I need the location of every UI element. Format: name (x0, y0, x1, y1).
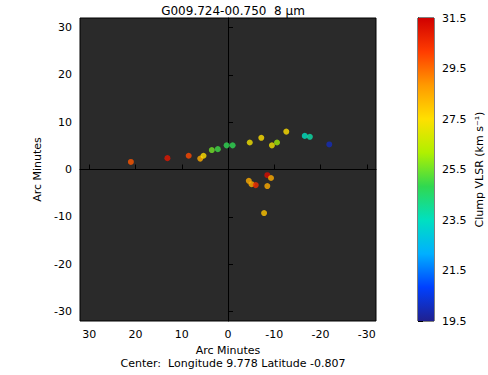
svg-text:10: 10 (58, 116, 72, 129)
svg-text:-10: -10 (54, 210, 72, 223)
svg-text:Arc Minutes: Arc Minutes (196, 344, 261, 357)
svg-text:G009.724-00.750 8 µm: G009.724-00.750 8 µm (161, 4, 305, 18)
svg-text:20: 20 (58, 68, 72, 81)
svg-text:21.5: 21.5 (442, 264, 467, 277)
svg-text:30: 30 (58, 21, 72, 34)
svg-text:25.5: 25.5 (442, 163, 467, 176)
svg-text:Clump VLSR (km s⁻¹): Clump VLSR (km s⁻¹) (473, 112, 486, 228)
svg-text:30: 30 (82, 328, 96, 341)
svg-text:Arc Minutes: Arc Minutes (31, 137, 44, 202)
svg-text:-30: -30 (358, 328, 376, 341)
svg-text:31.5: 31.5 (442, 12, 467, 25)
svg-text:-20: -20 (54, 258, 72, 271)
svg-text:10: 10 (175, 328, 189, 341)
svg-text:27.5: 27.5 (442, 113, 467, 126)
svg-text:-10: -10 (265, 328, 283, 341)
svg-text:-20: -20 (312, 328, 330, 341)
svg-text:0: 0 (225, 328, 232, 341)
svg-text:19.5: 19.5 (442, 315, 467, 328)
svg-text:23.5: 23.5 (442, 214, 467, 227)
svg-text:20: 20 (129, 328, 143, 341)
svg-text:29.5: 29.5 (442, 62, 467, 75)
svg-text:-30: -30 (54, 305, 72, 318)
svg-text:Center: Longitude 9.778 Latit: Center: Longitude 9.778 Latitude -0.807 (121, 357, 346, 370)
svg-text:0: 0 (65, 163, 72, 176)
